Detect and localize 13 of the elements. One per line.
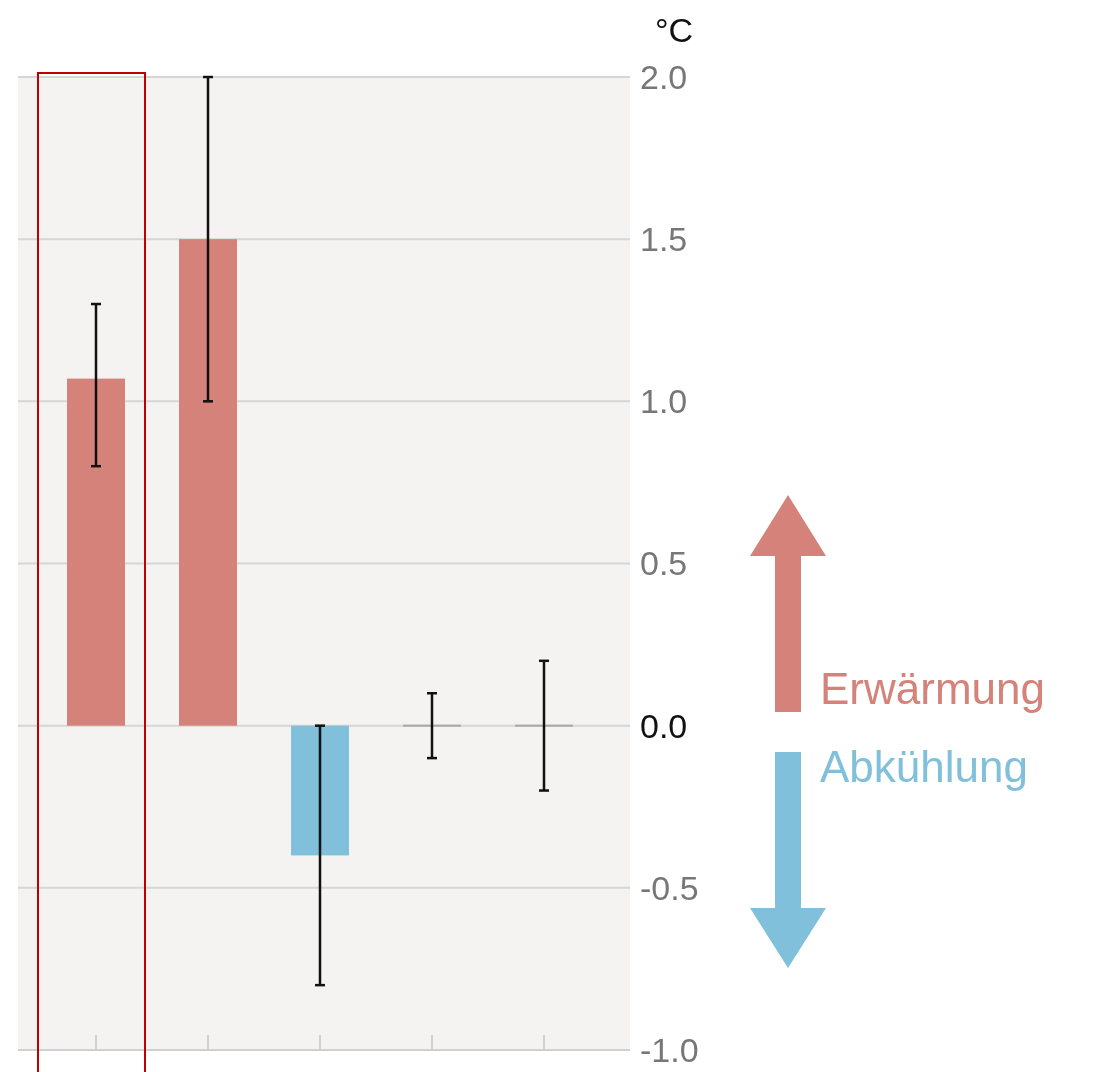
text: Erwärmung	[820, 664, 1045, 713]
bar	[67, 378, 125, 726]
text: Abkühlung	[820, 742, 1028, 791]
y-tick-label: 1.0	[640, 382, 688, 421]
y-axis-title: °C	[655, 11, 694, 49]
y-tick-label: 0.5	[640, 544, 688, 583]
y-tick-label: 0.0	[640, 706, 688, 745]
y-tick-label: -0.5	[640, 868, 699, 907]
y-tick-label: -1.0	[640, 1030, 699, 1069]
bar	[179, 239, 237, 726]
y-tick-label: 1.5	[640, 220, 688, 259]
bar	[291, 725, 349, 856]
y-tick-label: 2.0	[640, 57, 688, 96]
